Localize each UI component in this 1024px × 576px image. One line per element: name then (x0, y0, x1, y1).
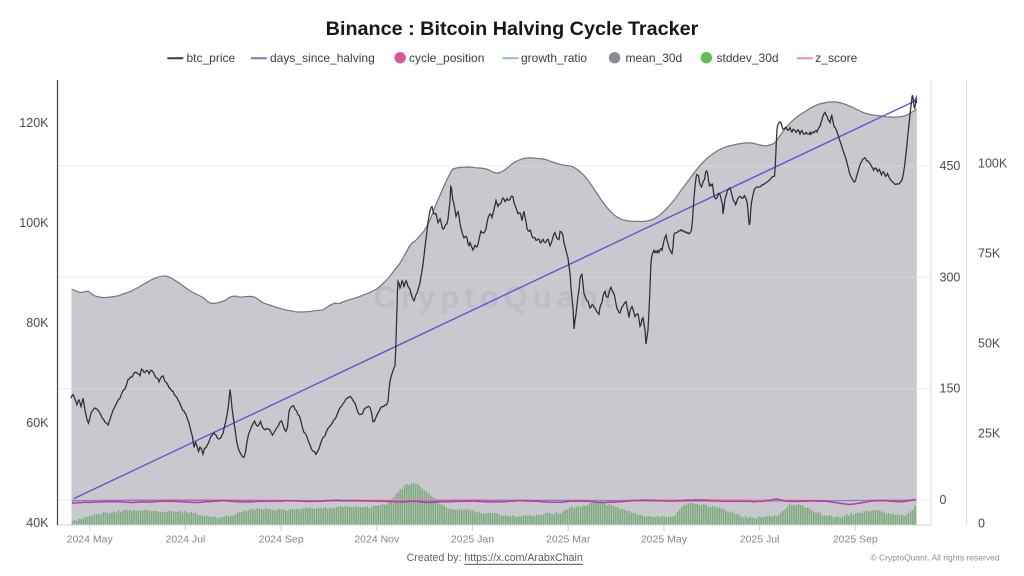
svg-text:300: 300 (940, 270, 961, 284)
svg-text:btc_price: btc_price (187, 51, 236, 65)
svg-text:2024 May: 2024 May (67, 534, 114, 546)
svg-text:100K: 100K (978, 156, 1008, 170)
svg-text:450: 450 (940, 159, 961, 173)
svg-text:© CryptoQuant. All rights rese: © CryptoQuant. All rights reserved (870, 553, 999, 563)
svg-text:0: 0 (940, 493, 947, 507)
svg-text:2025 Jan: 2025 Jan (451, 534, 494, 546)
svg-text:2025 Sep: 2025 Sep (833, 534, 878, 546)
svg-text:40K: 40K (26, 516, 49, 530)
svg-text:75K: 75K (978, 246, 1001, 260)
svg-text:Binance : Bitcoin Halving Cycl: Binance : Bitcoin Halving Cycle Tracker (326, 18, 699, 40)
svg-text:2025 May: 2025 May (641, 534, 688, 546)
svg-text:100K: 100K (19, 216, 49, 230)
svg-text:2025 Jul: 2025 Jul (740, 534, 780, 546)
svg-text:2024 Jul: 2024 Jul (166, 534, 206, 546)
svg-text:days_since_halving: days_since_halving (270, 51, 375, 65)
svg-text:2024 Nov: 2024 Nov (354, 534, 400, 546)
svg-text:2024 Sep: 2024 Sep (259, 534, 304, 546)
svg-text:z_score: z_score (815, 51, 857, 65)
svg-text:150: 150 (940, 382, 961, 396)
svg-text:120K: 120K (19, 116, 49, 130)
svg-text:50K: 50K (978, 337, 1001, 351)
svg-text:mean_30d: mean_30d (626, 51, 683, 65)
svg-text:0: 0 (978, 517, 985, 531)
svg-text:cycle_position: cycle_position (409, 51, 484, 65)
svg-text:Created by: https://x.com/Arab: Created by: https://x.com/ArabxChain (407, 552, 583, 564)
svg-text:2025 Mar: 2025 Mar (546, 534, 591, 546)
svg-text:growth_ratio: growth_ratio (521, 51, 587, 65)
svg-text:25K: 25K (978, 427, 1001, 441)
svg-text:80K: 80K (26, 316, 49, 330)
svg-text:stddev_30d: stddev_30d (717, 51, 779, 65)
svg-text:CryptoQuant: CryptoQuant (374, 280, 618, 315)
svg-text:60K: 60K (26, 416, 49, 430)
